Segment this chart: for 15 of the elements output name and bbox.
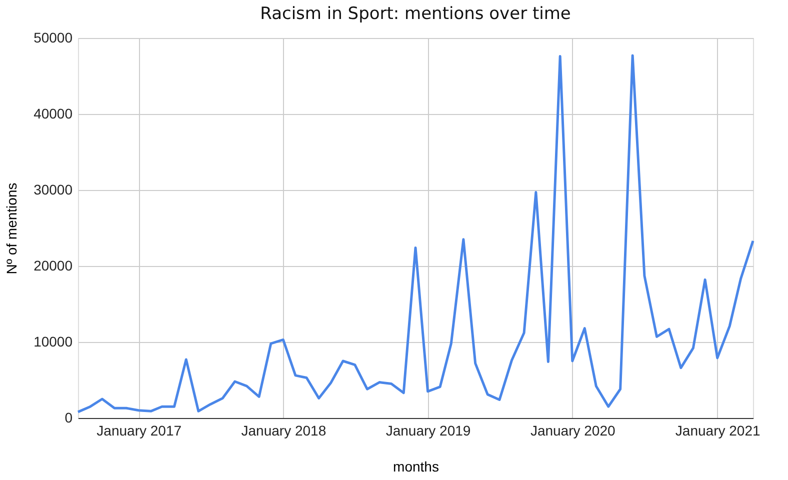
x-tick-label: January 2019	[386, 422, 471, 438]
line-series	[76, 54, 754, 414]
y-tick-label: 10000	[34, 334, 73, 350]
y-axis-title: Nº of mentions	[4, 182, 20, 274]
y-tick-label: 50000	[34, 30, 73, 46]
y-tick-label: 0	[64, 410, 73, 426]
y-tick-label: 30000	[34, 182, 73, 198]
x-tick-label: January 2017	[96, 422, 182, 438]
chart-title: Racism in Sport: mentions over time	[260, 4, 571, 24]
x-tick-label: January 2021	[675, 422, 760, 438]
x-axis-title: months	[393, 458, 439, 474]
y-tick-label: 40000	[34, 106, 73, 122]
y-tick-label: 20000	[34, 258, 73, 274]
x-tick-label: January 2018	[241, 422, 326, 438]
x-tick-label: January 2020	[530, 422, 616, 438]
